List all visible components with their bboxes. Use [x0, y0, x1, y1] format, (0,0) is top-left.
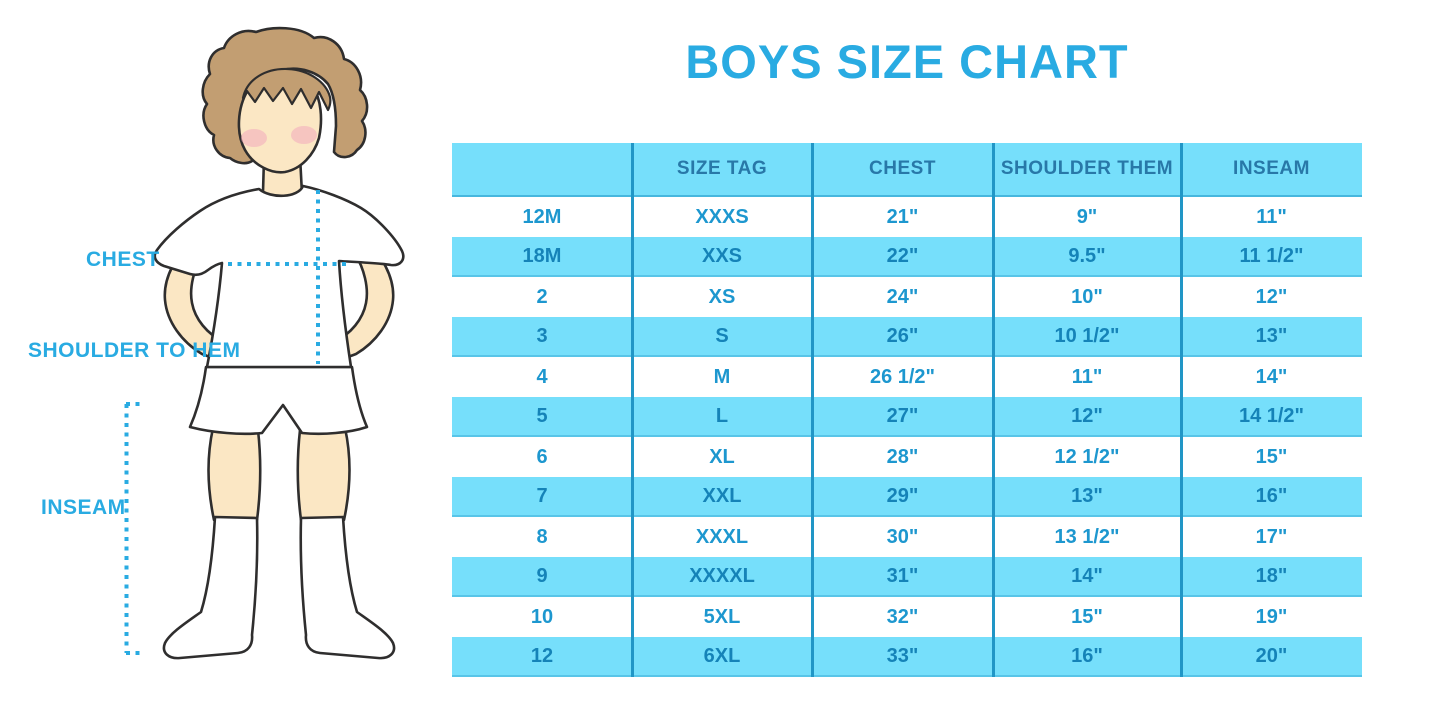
column-header-size-tag: SIZE TAG: [676, 158, 768, 179]
table-row: 3 S 26" 10 1/2" 13": [452, 317, 1362, 357]
table-cell: XXXXL: [689, 564, 755, 587]
shorts: [188, 365, 369, 436]
column-divider: [631, 143, 634, 677]
table-cell: 28": [886, 445, 919, 468]
table-cell: 9: [536, 564, 548, 587]
table-cell: 15": [1071, 605, 1103, 628]
table-cell: 24": [886, 285, 919, 308]
table-cell: 11": [1071, 365, 1103, 388]
right-leg: [296, 426, 351, 522]
table-cell: M: [713, 365, 731, 388]
blush-left: [241, 129, 267, 147]
table-cell: 5: [536, 404, 548, 427]
table-row: 5 L 27" 12" 14 1/2": [452, 397, 1362, 437]
table-cell: XS: [708, 285, 736, 308]
size-table: SIZE TAG CHEST SHOULDER THEM INSEAM 12M …: [452, 143, 1362, 677]
table-cell: 30": [886, 525, 919, 548]
table-cell: 12": [1255, 285, 1288, 308]
chest-label: CHEST: [86, 248, 160, 271]
table-row: 8 XXXL 30" 13 1/2" 17": [452, 517, 1362, 557]
table-row: 9 XXXXL 31" 14" 18": [452, 557, 1362, 597]
column-divider: [992, 143, 995, 677]
table-cell: 13": [1071, 484, 1103, 507]
table-cell: XXXL: [695, 525, 749, 548]
column-divider: [811, 143, 814, 677]
table-cell: 8: [536, 525, 548, 548]
table-row: 7 XXL 29" 13" 16": [452, 477, 1362, 517]
measurement-figure: CHEST SHOULDER TO HEM INSEAM: [0, 0, 450, 723]
table-row: 18M XXS 22" 9.5" 11 1/2": [452, 237, 1362, 277]
table-cell: 3: [536, 324, 548, 347]
table-cell: 10: [530, 605, 554, 628]
column-header-size: [452, 143, 632, 195]
table-header-row: SIZE TAG CHEST SHOULDER THEM INSEAM: [452, 143, 1362, 197]
table-cell: 22": [886, 244, 919, 267]
table-cell: 2: [536, 285, 548, 308]
table-cell: 20": [1255, 644, 1288, 667]
table-cell: 16": [1255, 484, 1288, 507]
table-cell: 9": [1076, 205, 1098, 228]
table-cell: 6: [536, 445, 548, 468]
table-cell: 11 1/2": [1239, 244, 1304, 267]
table-cell: 15": [1255, 445, 1288, 468]
table-cell: XXXS: [695, 205, 749, 228]
table-cell: 5XL: [703, 605, 741, 628]
table-cell: 7: [536, 484, 548, 507]
table-row: 12M XXXS 21" 9" 11": [452, 197, 1362, 237]
table-cell: 4: [536, 365, 548, 388]
boy-illustration-icon: [124, 26, 405, 660]
table-cell: 18M: [522, 244, 562, 267]
table-cell: 14": [1071, 564, 1103, 587]
page-title: BOYS SIZE CHART: [685, 35, 1129, 88]
table-cell: XXS: [701, 244, 743, 267]
table-cell: 27": [886, 404, 919, 427]
table-cell: 13": [1255, 324, 1288, 347]
table-cell: XL: [709, 445, 735, 468]
table-cell: 18": [1255, 564, 1288, 587]
hair-fringe-icon: [241, 67, 332, 112]
left-sock: [162, 515, 259, 660]
table-cell: S: [715, 324, 729, 347]
t-shirt: [153, 184, 405, 369]
table-cell: 9.5": [1068, 244, 1106, 267]
column-header-inseam: INSEAM: [1233, 158, 1310, 179]
table-row: 12 6XL 33" 16" 20": [452, 637, 1362, 677]
right-sock: [299, 515, 396, 660]
column-header-shoulder: SHOULDER THEM: [1000, 158, 1174, 179]
table-cell: XXL: [702, 484, 742, 507]
table-row: 2 XS 24" 10" 12": [452, 277, 1362, 317]
table-cell: 32": [886, 605, 919, 628]
table-cell: 26": [886, 324, 919, 347]
table-cell: 33": [886, 644, 919, 667]
table-cell: 12 1/2": [1054, 445, 1120, 468]
table-cell: 21": [886, 205, 919, 228]
table-cell: 6XL: [703, 644, 741, 667]
table-cell: 29": [886, 484, 919, 507]
table-cell: 12": [1071, 404, 1103, 427]
table-cell: L: [715, 404, 729, 427]
table-cell: 10": [1071, 285, 1103, 308]
inseam-label: INSEAM: [41, 496, 126, 519]
table-cell: 19": [1255, 605, 1288, 628]
table-cell: 13 1/2": [1054, 525, 1120, 548]
table-row: 4 M 26 1/2" 11" 14": [452, 357, 1362, 397]
table-cell: 12M: [522, 205, 562, 228]
table-row: 6 XL 28" 12 1/2" 15": [452, 437, 1362, 477]
table-cell: 10 1/2": [1054, 324, 1120, 347]
table-cell: 16": [1071, 644, 1103, 667]
table-row: 10 5XL 32" 15" 19": [452, 597, 1362, 637]
blush-right: [291, 126, 317, 144]
column-divider: [1180, 143, 1183, 677]
table-cell: 14 1/2": [1238, 404, 1305, 427]
column-header-chest: CHEST: [869, 158, 936, 179]
table-cell: 11": [1256, 205, 1287, 228]
table-cell: 12: [530, 644, 554, 667]
table-cell: 14": [1255, 365, 1288, 388]
table-cell: 31": [886, 564, 919, 587]
table-cell: 26 1/2": [869, 365, 936, 388]
left-leg: [207, 426, 262, 522]
table-cell: 17": [1255, 525, 1288, 548]
shoulder-to-hem-label: SHOULDER TO HEM: [28, 339, 241, 362]
